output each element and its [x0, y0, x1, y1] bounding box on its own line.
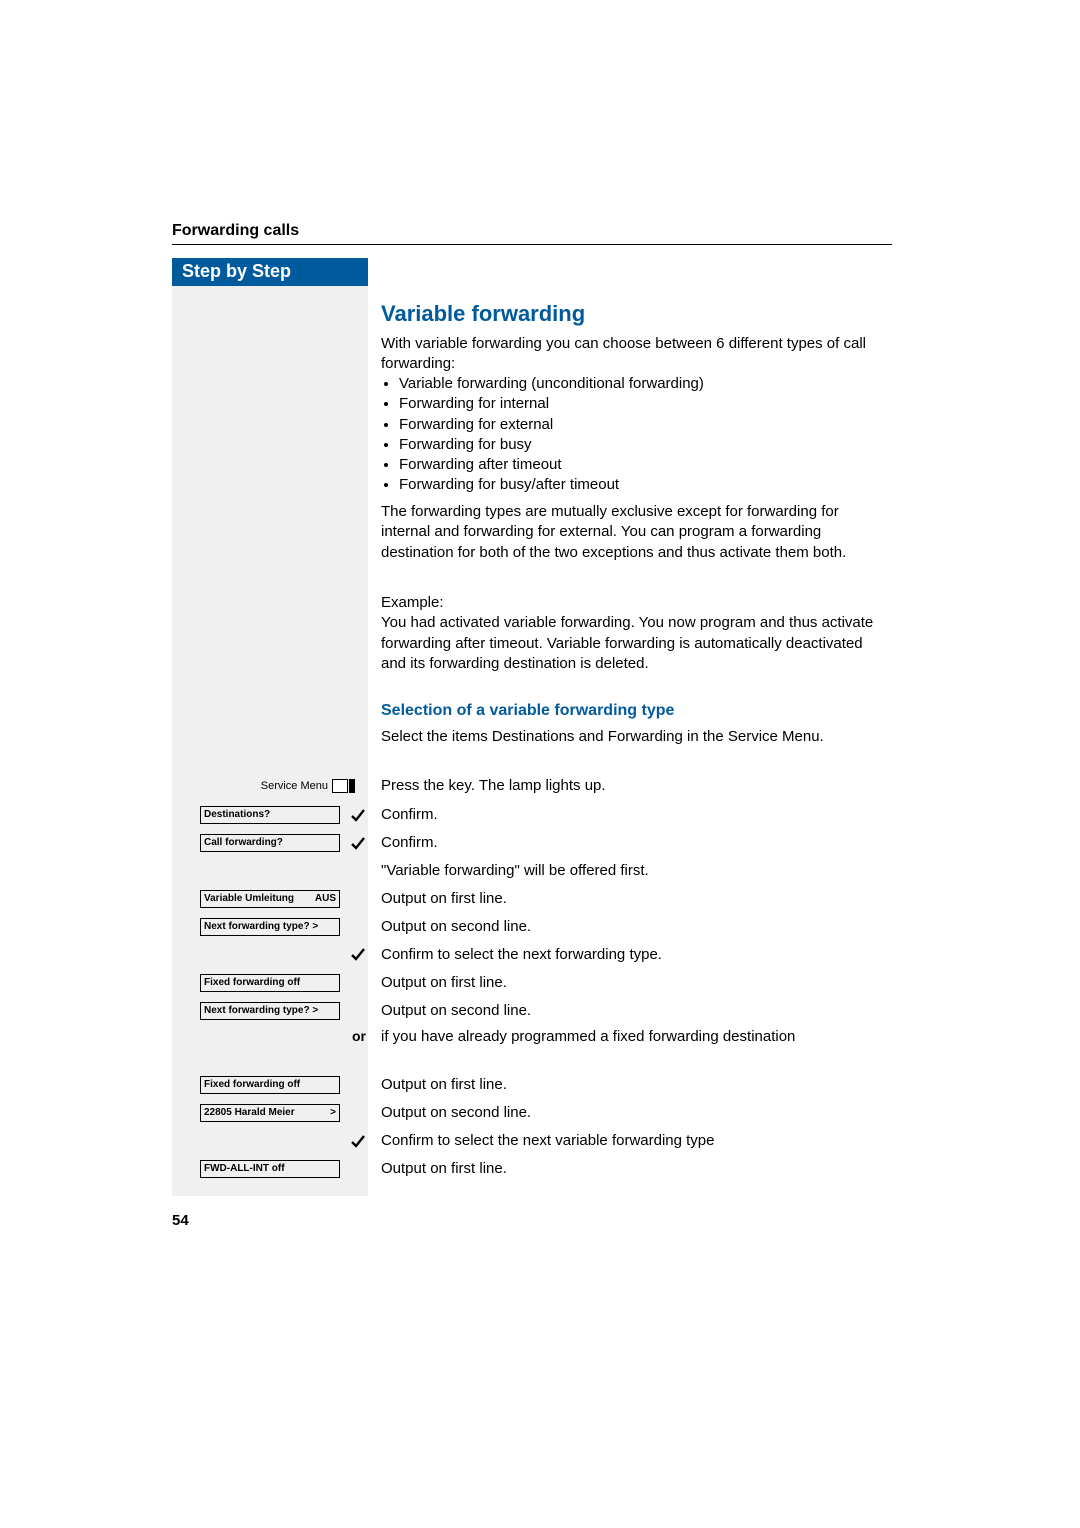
r4-desc: "Variable forwarding" will be offered fi… [381, 862, 881, 879]
intro-bullet: Forwarding after timeout [399, 455, 881, 475]
intro-bullets: Variable forwarding (unconditional forwa… [381, 374, 881, 496]
subheading: Selection of a variable forwarding type [381, 702, 674, 720]
sub-lead: Select the items Destinations and Forwar… [381, 727, 881, 747]
check-icon [350, 835, 366, 851]
r2-desc: Confirm. [381, 806, 881, 823]
box-text: FWD-ALL-INT off [204, 1161, 285, 1177]
r1-desc: Press the key. The lamp lights up. [381, 777, 881, 794]
display-next-fwd-type-2: Next forwarding type? > [200, 1002, 340, 1020]
display-fixed-off-1: Fixed forwarding off [200, 974, 340, 992]
check-icon [350, 807, 366, 823]
page-number: 54 [172, 1212, 189, 1229]
intro-bullet: Forwarding for internal [399, 394, 881, 414]
check-icon [350, 946, 366, 962]
or-label: or [352, 1028, 366, 1044]
sidebar-title: Step by Step [182, 261, 291, 282]
service-menu-label: Service Menu [261, 780, 328, 792]
intro-bullet: Forwarding for busy/after timeout [399, 475, 881, 495]
box-text: Next forwarding type? > [204, 1003, 318, 1019]
example-label: Example: [381, 594, 444, 611]
check-icon [350, 1133, 366, 1149]
page: Forwarding calls Step by Step Variable f… [0, 0, 1080, 1528]
box-text-right: AUS [315, 891, 336, 907]
display-harald-meier: 22805 Harald Meier > [200, 1104, 340, 1122]
example-body: You had activated variable forwarding. Y… [381, 614, 873, 672]
example-block: Example: You had activated variable forw… [381, 593, 881, 674]
r10-desc: if you have already programmed a fixed f… [381, 1028, 881, 1045]
sidebar [172, 258, 368, 1196]
r3-desc: Confirm. [381, 834, 881, 851]
key-lamp-icon [349, 779, 355, 793]
header-rule [172, 244, 892, 245]
r11-desc: Output on first line. [381, 1076, 881, 1093]
r7-desc: Confirm to select the next forwarding ty… [381, 946, 881, 963]
intro-bullet: Forwarding for busy [399, 435, 881, 455]
box-text-left: 22805 Harald Meier [204, 1105, 295, 1121]
display-destinations: Destinations? [200, 806, 340, 824]
box-text-right: > [330, 1105, 336, 1121]
box-text: Next forwarding type? > [204, 919, 318, 935]
box-text: Call forwarding? [204, 835, 283, 851]
r14-desc: Output on first line. [381, 1160, 881, 1177]
display-call-forwarding: Call forwarding? [200, 834, 340, 852]
box-text: Fixed forwarding off [204, 975, 300, 991]
box-text-left: Variable Umleitung [204, 891, 294, 907]
display-next-fwd-type-1: Next forwarding type? > [200, 918, 340, 936]
r8-desc: Output on first line. [381, 974, 881, 991]
page-title: Variable forwarding [381, 301, 585, 327]
display-fixed-off-2: Fixed forwarding off [200, 1076, 340, 1094]
r5-desc: Output on first line. [381, 890, 881, 907]
display-variable-umleitung: Variable Umleitung AUS [200, 890, 340, 908]
section-header: Forwarding calls [172, 222, 299, 240]
box-text: Destinations? [204, 807, 270, 823]
r9-desc: Output on second line. [381, 1002, 881, 1019]
intro-lead: With variable forwarding you can choose … [381, 334, 881, 375]
r6-desc: Output on second line. [381, 918, 881, 935]
display-fwd-all-int: FWD-ALL-INT off [200, 1160, 340, 1178]
r12-desc: Output on second line. [381, 1104, 881, 1121]
r13-desc: Confirm to select the next variable forw… [381, 1132, 881, 1149]
box-text: Fixed forwarding off [204, 1077, 300, 1093]
intro-bullet: Forwarding for external [399, 415, 881, 435]
intro-bullet: Variable forwarding (unconditional forwa… [399, 374, 881, 394]
key-icon [332, 779, 348, 793]
intro-para2: The forwarding types are mutually exclus… [381, 502, 881, 563]
